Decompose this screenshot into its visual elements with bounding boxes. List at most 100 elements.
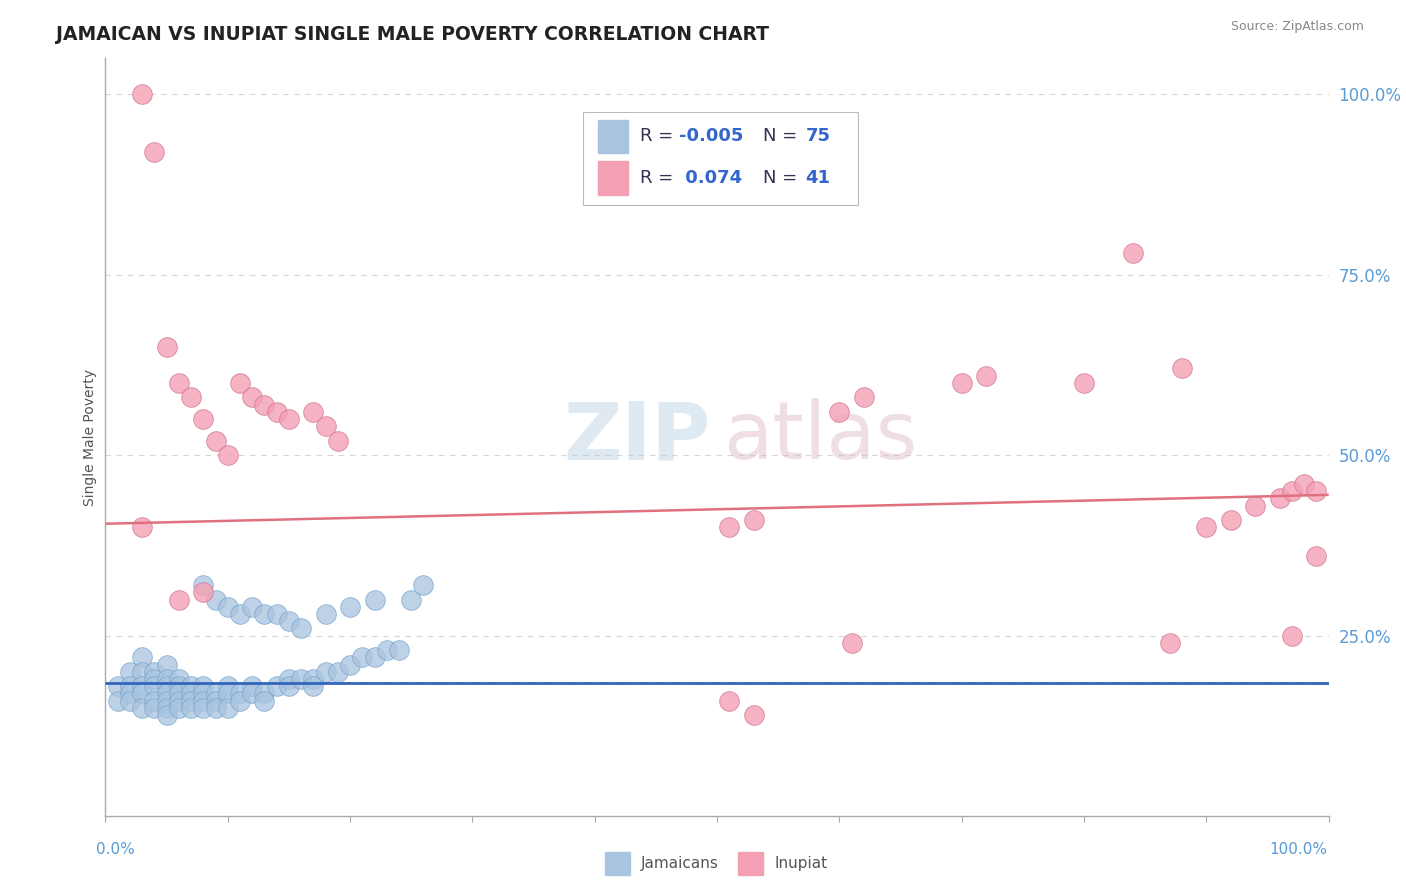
Point [1073, 376, 1095, 390]
Point [315, 607, 337, 621]
Point [240, 679, 263, 693]
Point [302, 679, 325, 693]
Text: 0.0%: 0.0% [96, 842, 135, 856]
Point [1195, 520, 1218, 534]
Text: Source: ZipAtlas.com: Source: ZipAtlas.com [1230, 20, 1364, 33]
Point [1159, 636, 1181, 650]
Point [217, 599, 239, 614]
Point [278, 614, 301, 628]
Point [229, 607, 252, 621]
Point [828, 405, 851, 419]
Point [302, 405, 325, 419]
Point [167, 701, 190, 715]
Text: atlas: atlas [723, 398, 918, 476]
Point [1294, 477, 1316, 491]
Point [143, 145, 166, 159]
Point [193, 701, 215, 715]
Point [742, 708, 765, 723]
Point [193, 686, 215, 700]
Point [1122, 246, 1144, 260]
Point [718, 520, 741, 534]
Point [107, 693, 129, 707]
Point [375, 643, 398, 657]
Point [167, 679, 190, 693]
Point [217, 448, 239, 462]
Y-axis label: Single Male Poverty: Single Male Poverty [83, 368, 97, 506]
Point [204, 693, 226, 707]
Point [180, 390, 202, 404]
Point [950, 376, 973, 390]
Point [131, 520, 153, 534]
Point [229, 693, 252, 707]
Point [1268, 491, 1291, 506]
Point [253, 607, 276, 621]
Point [155, 686, 177, 700]
Point [742, 513, 765, 527]
Point [363, 650, 385, 665]
Point [204, 686, 226, 700]
Text: Jamaicans: Jamaicans [641, 856, 718, 871]
Point [193, 585, 215, 599]
Point [1219, 513, 1241, 527]
Point [167, 672, 190, 686]
Point [1281, 484, 1303, 499]
Point [326, 434, 349, 448]
Text: 0.074: 0.074 [679, 169, 742, 187]
Point [339, 599, 361, 614]
Point [718, 693, 741, 707]
Text: R =: R = [640, 169, 679, 187]
Point [1244, 499, 1267, 513]
Point [974, 368, 997, 383]
Point [131, 650, 153, 665]
Point [240, 390, 263, 404]
Point [253, 693, 276, 707]
Point [155, 672, 177, 686]
Point [1281, 629, 1303, 643]
Point [412, 578, 434, 592]
Point [193, 578, 215, 592]
Text: N =: N = [763, 169, 803, 187]
Point [167, 686, 190, 700]
Point [155, 708, 177, 723]
Point [278, 672, 301, 686]
Point [167, 376, 190, 390]
Point [180, 693, 202, 707]
Point [155, 679, 177, 693]
Point [339, 657, 361, 672]
Text: Inupiat: Inupiat [775, 856, 828, 871]
Point [143, 701, 166, 715]
Text: N =: N = [763, 128, 803, 145]
Point [193, 679, 215, 693]
Point [167, 592, 190, 607]
Point [363, 592, 385, 607]
Text: 75: 75 [806, 128, 831, 145]
Point [388, 643, 411, 657]
Point [131, 701, 153, 715]
Point [143, 672, 166, 686]
Point [253, 686, 276, 700]
Text: R =: R = [640, 128, 679, 145]
Point [118, 686, 141, 700]
Point [217, 701, 239, 715]
Point [131, 679, 153, 693]
Point [217, 686, 239, 700]
Text: 100.0%: 100.0% [1270, 842, 1327, 856]
Point [266, 405, 288, 419]
Point [180, 686, 202, 700]
Point [278, 412, 301, 426]
Point [326, 665, 349, 679]
Point [180, 701, 202, 715]
Point [180, 679, 202, 693]
Point [266, 679, 288, 693]
Point [1305, 484, 1327, 499]
Point [266, 607, 288, 621]
Point [155, 701, 177, 715]
Point [131, 665, 153, 679]
Point [315, 665, 337, 679]
Point [278, 679, 301, 693]
Point [841, 636, 863, 650]
Point [204, 434, 226, 448]
Point [118, 679, 141, 693]
Point [167, 693, 190, 707]
Point [229, 686, 252, 700]
